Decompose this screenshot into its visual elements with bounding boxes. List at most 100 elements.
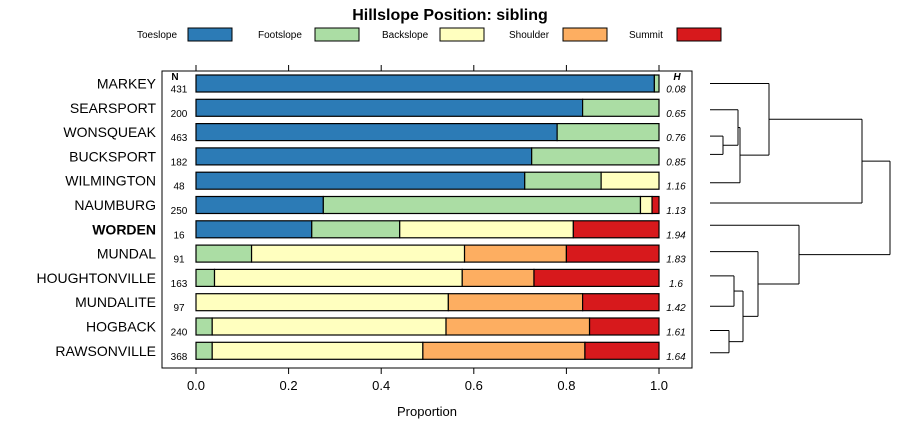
bar-segment-mundal-backslope (250, 244, 466, 263)
x-tick-label: 0.6 (465, 378, 483, 393)
row-n-searsport: 200 (171, 109, 188, 120)
row-h-wonsqueak: 0.76 (666, 133, 686, 144)
row-h-searsport: 0.65 (666, 109, 686, 120)
x-tick-label: 0.4 (372, 378, 390, 393)
row-label-mundalite: MUNDALITE (75, 294, 156, 310)
row-n-naumburg: 250 (171, 206, 188, 217)
row-h-rawsonville: 1.64 (666, 352, 686, 363)
row-n-mundalite: 97 (173, 303, 185, 314)
row-h-houghtonville: 1.6 (669, 279, 683, 290)
chart-title: Hillslope Position: sibling (352, 7, 548, 24)
bar-segment-hogback-shoulder (445, 317, 591, 336)
x-tick-label: 0.2 (280, 378, 298, 393)
legend-swatch-backslope (439, 27, 485, 42)
bar-segment-worden-footslope (311, 220, 401, 239)
row-n-wonsqueak: 463 (171, 133, 188, 144)
legend-swatch-toeslope (187, 27, 233, 42)
row-h-wilmington: 1.16 (666, 182, 686, 193)
bar-segment-mundal-summit (565, 244, 660, 263)
h-header: H (673, 72, 681, 83)
row-label-naumburg: NAUMBURG (74, 197, 156, 213)
x-tick-label: 0.0 (187, 378, 205, 393)
bar-segment-mundalite-summit (582, 293, 660, 312)
row-label-bucksport: BUCKSPORT (69, 148, 156, 164)
bar-segment-hogback-footslope (195, 317, 213, 336)
bar-segment-mundalite-backslope (195, 293, 449, 312)
bar-segment-rawsonville-summit (584, 341, 660, 360)
bar-segment-wilmington-toeslope (195, 171, 526, 190)
bar-segment-bucksport-footslope (531, 147, 660, 166)
bar-segment-mundal-footslope (195, 244, 253, 263)
row-label-wonsqueak: WONSQUEAK (63, 124, 156, 140)
bar-segment-wonsqueak-toeslope (195, 122, 558, 142)
legend-label-toeslope: Toeslope (137, 30, 177, 41)
row-label-mundal: MUNDAL (97, 246, 156, 262)
bar-segment-markey-toeslope (195, 74, 655, 93)
bar-segment-naumburg-toeslope (195, 195, 324, 215)
row-label-worden: WORDEN (92, 221, 156, 237)
bar-segment-mundalite-shoulder (447, 293, 584, 312)
legend-swatch-footslope (314, 27, 360, 42)
x-axis: 0.0 0.2 0.4 0.6 0.8 1.0 (187, 65, 668, 393)
row-h-bucksport: 0.85 (666, 157, 686, 168)
bar-segment-searsport-footslope (582, 98, 660, 117)
bar-segment-houghtonville-shoulder (461, 268, 535, 287)
bar-segment-naumburg-footslope (322, 195, 642, 215)
row-label-hogback: HOGBACK (86, 319, 157, 335)
row-h-mundalite: 1.42 (666, 303, 686, 314)
row-h-naumburg: 1.13 (666, 206, 686, 217)
row-h-worden: 1.94 (666, 230, 686, 241)
bar-segment-markey-footslope (653, 74, 660, 93)
row-n-markey: 431 (171, 85, 188, 96)
bar-segment-houghtonville-backslope (213, 268, 463, 287)
bar-segment-worden-backslope (399, 220, 574, 239)
legend-swatch-summit (676, 27, 722, 42)
bar-segment-houghtonville-footslope (195, 268, 216, 287)
row-n-hogback: 240 (171, 328, 188, 339)
bar-segment-searsport-toeslope (195, 98, 584, 117)
x-tick-label: 0.8 (557, 378, 575, 393)
bar-segment-worden-summit (572, 220, 660, 239)
bar-segment-bucksport-toeslope (195, 147, 533, 166)
dendrogram (710, 83, 891, 354)
row-h-hogback: 1.61 (666, 328, 685, 339)
bar-segment-houghtonville-summit (533, 268, 660, 287)
bar-segment-wilmington-footslope (524, 171, 602, 190)
row-n-houghtonville: 163 (171, 279, 188, 290)
bar-segment-hogback-summit (588, 317, 660, 336)
row-label-houghtonville: HOUGHTONVILLE (36, 270, 156, 286)
legend-label-backslope: Backslope (382, 30, 429, 41)
row-label-wilmington: WILMINGTON (65, 173, 156, 189)
bar-segment-naumburg-backslope (639, 195, 653, 215)
row-n-rawsonville: 368 (171, 352, 188, 363)
row-n-bucksport: 182 (171, 157, 188, 168)
row-n-worden: 16 (173, 230, 185, 241)
row-h-mundal: 1.83 (666, 255, 686, 266)
row-label-markey: MARKEY (97, 76, 157, 92)
legend-label-footslope: Footslope (258, 30, 302, 41)
x-tick-label: 1.0 (650, 378, 668, 393)
legend-label-summit: Summit (629, 30, 663, 41)
legend: Toeslope Footslope Backslope Shoulder Summit (137, 27, 722, 42)
legend-swatch-shoulder (562, 27, 608, 42)
row-label-searsport: SEARSPORT (70, 100, 157, 116)
bar-segment-wilmington-backslope (600, 171, 660, 190)
bar-segment-naumburg-summit (651, 195, 660, 215)
bar-segment-rawsonville-backslope (211, 341, 424, 360)
bar-segment-rawsonville-footslope (195, 341, 213, 360)
bar-segment-mundal-shoulder (463, 244, 568, 263)
row-n-wilmington: 48 (173, 182, 185, 193)
row-label-rawsonville: RAWSONVILLE (55, 343, 156, 359)
bar-segment-worden-toeslope (195, 220, 313, 239)
bar-segment-wonsqueak-footslope (556, 122, 660, 142)
legend-label-shoulder: Shoulder (509, 30, 550, 41)
x-axis-label: Proportion (397, 404, 457, 419)
row-labels: MARKEY 431 0.08 SEARSPORT 200 0.65 WONSQUEAK 46… (36, 76, 686, 363)
bar-segment-hogback-backslope (211, 317, 447, 336)
plot-panel (161, 70, 693, 369)
row-h-markey: 0.08 (666, 85, 686, 96)
n-header: N (171, 72, 178, 83)
row-n-mundal: 91 (173, 255, 185, 266)
bar-segment-rawsonville-shoulder (422, 341, 586, 360)
